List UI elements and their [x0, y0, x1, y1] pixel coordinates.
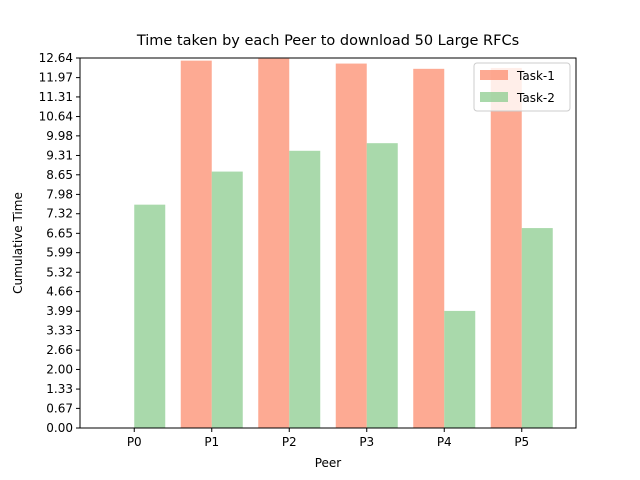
- bar-task-2-p0: [134, 204, 166, 428]
- y-tick-label: 1.33: [46, 382, 73, 396]
- y-tick-label: 5.32: [46, 265, 73, 279]
- y-axis-label: Cumulative Time: [11, 192, 25, 294]
- y-tick-label: 7.98: [46, 187, 73, 201]
- chart-title: Time taken by each Peer to download 50 L…: [136, 33, 519, 49]
- bar-task-2-p3: [366, 143, 398, 429]
- y-tick-label: 0.00: [46, 421, 73, 435]
- y-tick-label: 2.66: [46, 343, 73, 357]
- x-axis: P0 P1 P2 P3 P4 P5: [127, 428, 529, 449]
- y-tick-label: 4.66: [46, 285, 73, 299]
- y-tick-label: 2.00: [46, 362, 73, 376]
- y-tick-label: 11.97: [39, 71, 73, 85]
- x-axis-label: Peer: [315, 456, 342, 470]
- y-tick-label: 3.99: [46, 304, 73, 318]
- y-tick-label: 8.65: [46, 168, 73, 182]
- y-axis: 0.00 0.67 1.33 2.00 2.66 3.33 3.99 4.66 5.32 5.99…: [39, 51, 80, 435]
- y-tick-label: 5.99: [46, 246, 73, 260]
- x-tick-label: P1: [204, 435, 219, 449]
- y-tick-label: 10.64: [39, 110, 73, 124]
- x-tick-label: P5: [514, 435, 529, 449]
- legend-label-task-2: Task-2: [516, 91, 555, 105]
- y-tick-label: 9.31: [46, 148, 73, 162]
- x-tick-label: P0: [127, 435, 142, 449]
- legend-swatch-task-2: [480, 92, 508, 102]
- y-tick-label: 7.32: [46, 207, 73, 221]
- y-tick-label: 12.64: [39, 51, 73, 65]
- y-tick-label: 0.67: [46, 401, 73, 415]
- y-tick-label: 11.31: [39, 90, 73, 104]
- legend: Task-1 Task-2: [473, 62, 571, 112]
- x-tick-label: P4: [437, 435, 452, 449]
- bar-task-2-p4: [444, 310, 476, 428]
- x-tick-label: P2: [282, 435, 297, 449]
- bar-task-1-p2: [258, 58, 290, 428]
- bar-task-1-p1: [180, 60, 212, 429]
- axes-frame: [79, 57, 577, 429]
- bar-task-2-p5: [521, 228, 553, 428]
- bars-group: [134, 58, 553, 429]
- y-tick-label: 9.98: [46, 129, 73, 143]
- x-tick-label: P3: [359, 435, 374, 449]
- y-tick-label: 6.65: [46, 226, 73, 240]
- bar-task-2-p2: [289, 150, 321, 428]
- legend-swatch-task-1: [480, 70, 508, 80]
- bar-task-1-p5: [490, 67, 522, 429]
- legend-label-task-1: Task-1: [516, 69, 555, 83]
- bar-task-1-p3: [335, 63, 367, 429]
- bar-task-1-p4: [413, 68, 445, 429]
- bar-task-2-p1: [211, 171, 243, 429]
- y-tick-label: 3.33: [46, 324, 73, 338]
